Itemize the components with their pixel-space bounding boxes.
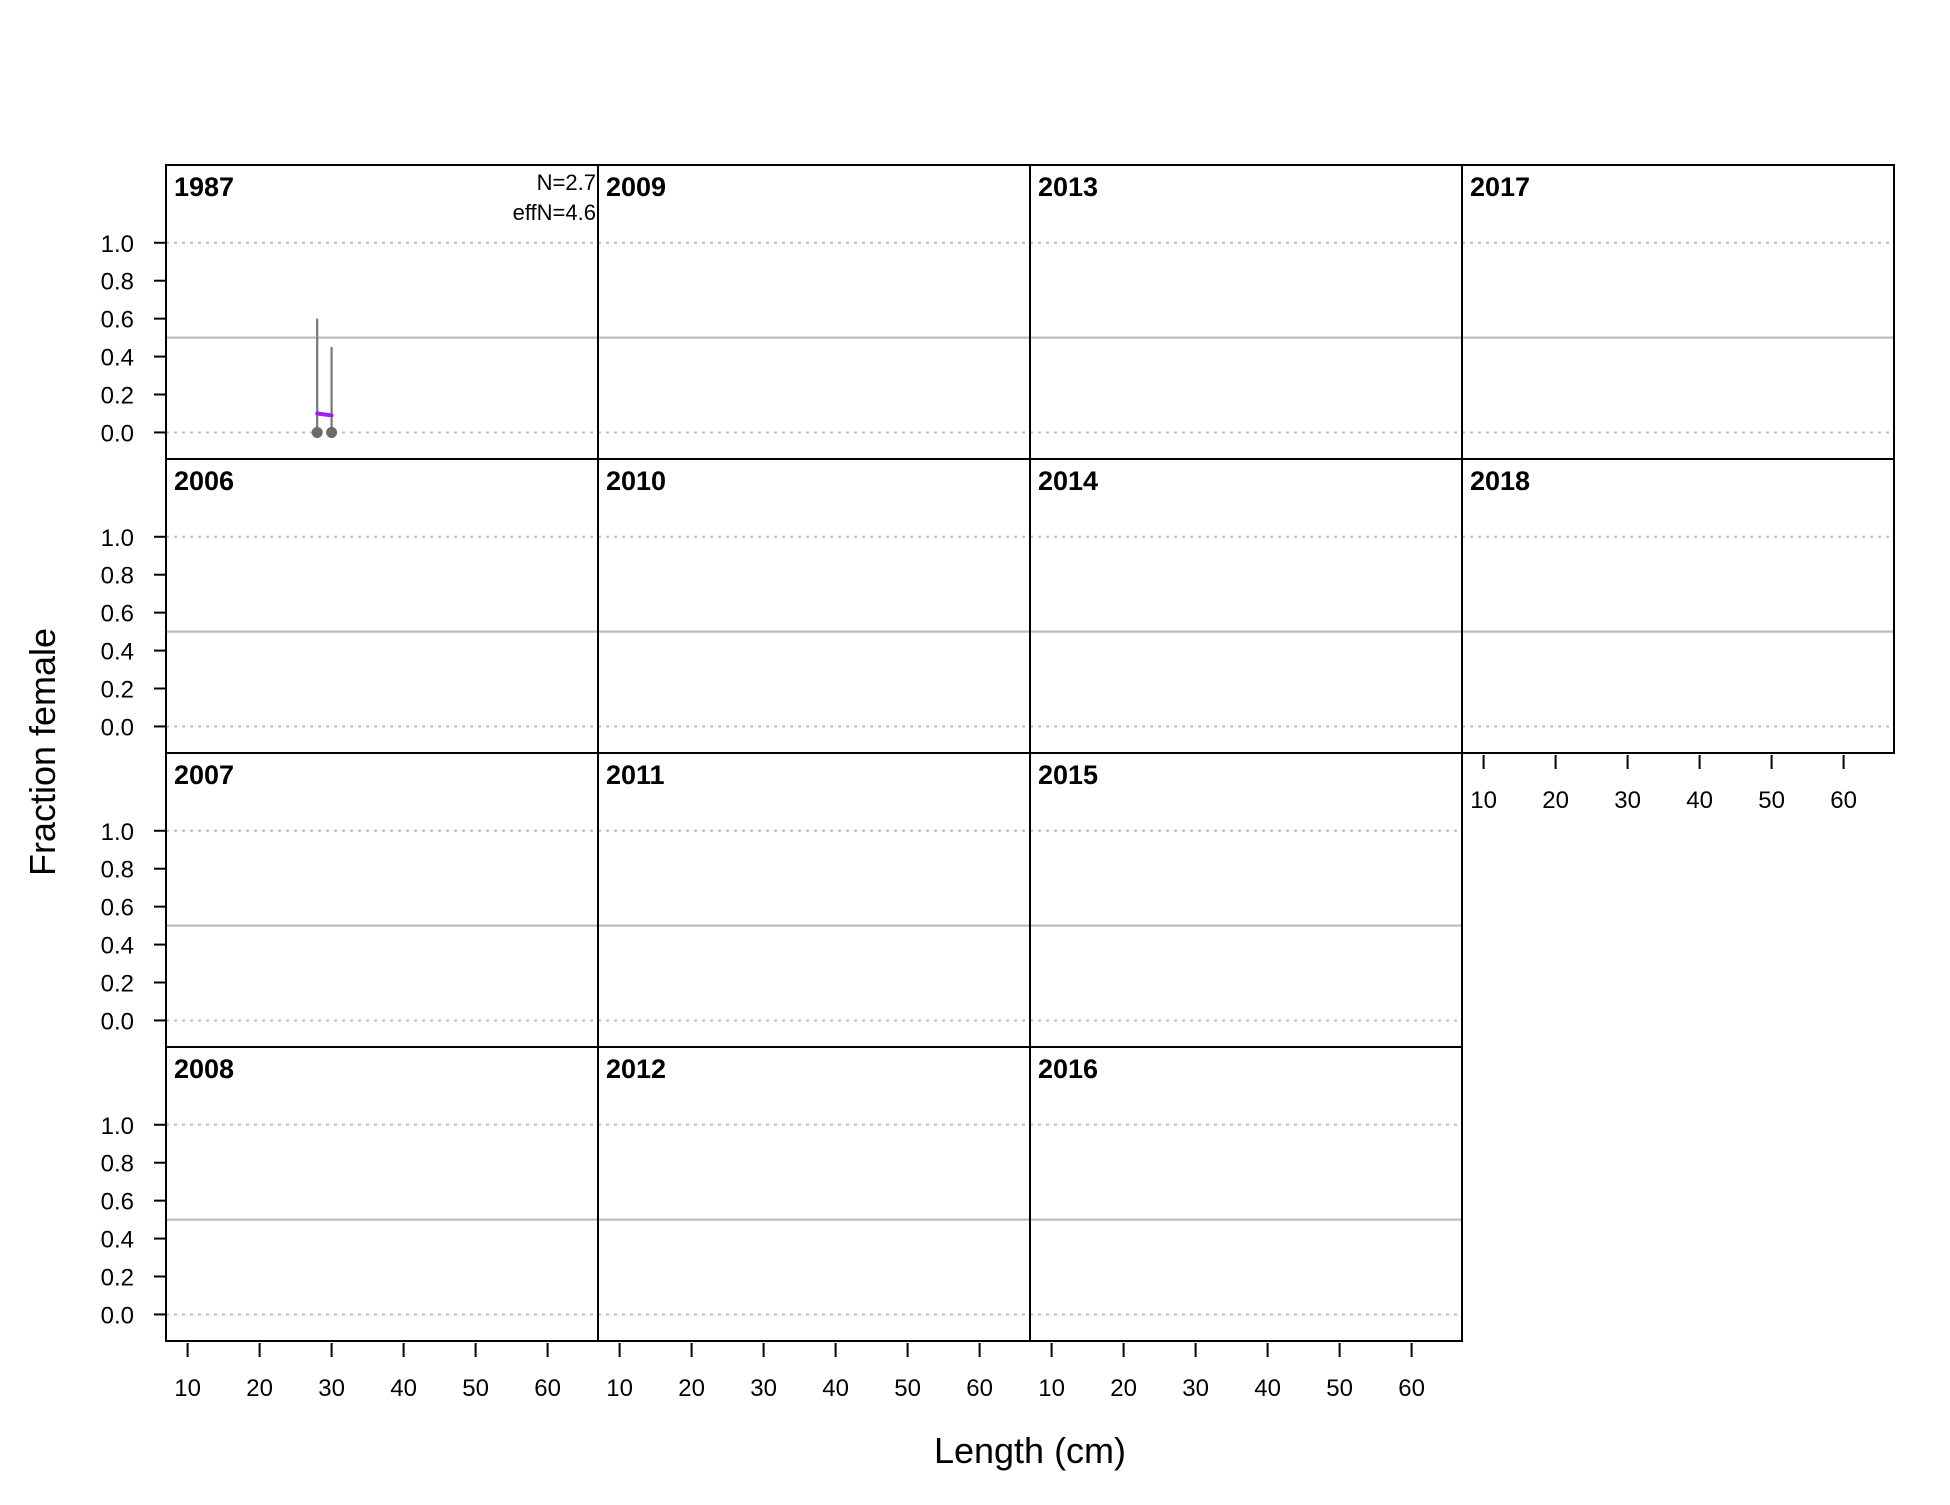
panel-frame [165, 458, 599, 754]
panel-frame [1029, 164, 1463, 460]
y-tick-label: 0.8 [101, 563, 134, 590]
observed-point [311, 426, 323, 438]
panel-2017: 2017 [1461, 164, 1895, 460]
y-tick-label: 0.8 [101, 1151, 134, 1178]
panel-frame [1461, 164, 1895, 460]
panel-2009: 2009 [597, 164, 1031, 460]
y-tick-label: 0.4 [101, 345, 134, 372]
y-tick-label: 0.8 [101, 857, 134, 884]
x-tick-label: 20 [678, 1375, 705, 1402]
x-tick-label: 40 [1686, 787, 1713, 814]
panel-year-label: 2018 [1470, 466, 1530, 496]
panel-year-label: 2010 [606, 466, 666, 496]
y-tick-label: 0.2 [101, 383, 134, 410]
panel-2010: 2010 [597, 458, 1031, 754]
x-tick-label: 60 [1830, 787, 1857, 814]
panel-frame [1029, 458, 1463, 754]
panel-2011: 2011 [597, 752, 1031, 1048]
panel-1987: 1987 N=2.7 effN=4.6 0.0 0.2 0.4 0.6 0.8 1.0 [101, 164, 599, 460]
x-tick-label: 20 [1110, 1375, 1137, 1402]
panel-year-label: 2007 [174, 760, 234, 790]
panel-2014: 2014 [1029, 458, 1463, 754]
expected-line [315, 411, 334, 418]
panel-year-label: 2013 [1038, 172, 1098, 202]
x-tick-label: 40 [390, 1375, 417, 1402]
panel-year-label: 2009 [606, 172, 666, 202]
panel-frame [597, 164, 1031, 460]
x-tick-label: 10 [1470, 787, 1497, 814]
y-tick-label: 0.2 [101, 1265, 134, 1292]
panel-frame [1029, 1046, 1463, 1342]
panel-year-label: 2016 [1038, 1054, 1098, 1084]
x-tick-label: 10 [606, 1375, 633, 1402]
panel-frame [165, 752, 599, 1048]
panel-year-label: 1987 [174, 172, 234, 202]
y-tick-label: 0.6 [101, 895, 134, 922]
x-tick-label: 10 [174, 1375, 201, 1402]
x-tick-label: 50 [1326, 1375, 1353, 1402]
panel-year-label: 2014 [1038, 466, 1098, 496]
panel-year-label: 2012 [606, 1054, 666, 1084]
x-tick-label: 10 [1038, 1375, 1065, 1402]
y-tick-label: 0.6 [101, 601, 134, 628]
y-tick-label: 0.0 [101, 1008, 134, 1035]
x-tick-label: 50 [1758, 787, 1785, 814]
x-tick-label: 30 [1614, 787, 1641, 814]
y-axis-title: Fraction female [22, 628, 63, 876]
x-tick-label: 50 [894, 1375, 921, 1402]
x-tick-label: 40 [822, 1375, 849, 1402]
panel-2018: 2018 10 20 30 40 50 60 [1461, 458, 1895, 814]
panel-2006: 2006 0.0 0.2 0.4 0.6 0.8 1.0 [101, 458, 599, 754]
panel-2012: 2012 10 20 30 40 50 60 [597, 1046, 1031, 1402]
y-tick-label: 0.0 [101, 714, 134, 741]
x-tick-label: 30 [318, 1375, 345, 1402]
panel-2013: 2013 [1029, 164, 1463, 460]
panel-frame [165, 1046, 599, 1342]
y-tick-label: 0.4 [101, 639, 134, 666]
y-tick-label: 0.0 [101, 420, 134, 447]
y-tick-label: 1.0 [101, 525, 134, 552]
effn-label: effN=4.6 [513, 200, 596, 225]
y-tick-label: 0.8 [101, 269, 134, 296]
x-tick-label: 50 [462, 1375, 489, 1402]
x-tick-label: 40 [1254, 1375, 1281, 1402]
panel-year-label: 2017 [1470, 172, 1530, 202]
panel-2015: 2015 [1029, 752, 1463, 1048]
panel-frame [597, 1046, 1031, 1342]
panel-year-label: 2006 [174, 466, 234, 496]
panel-frame [597, 752, 1031, 1048]
y-tick-label: 1.0 [101, 819, 134, 846]
n-label: N=2.7 [537, 170, 596, 195]
observed-point [326, 426, 338, 438]
y-tick-label: 0.0 [101, 1302, 134, 1329]
x-tick-label: 60 [966, 1375, 993, 1402]
panel-2007: 2007 0.0 0.2 0.4 0.6 0.8 1.0 [101, 752, 599, 1048]
panel-2016: 2016 10 20 30 40 50 60 [1029, 1046, 1463, 1402]
x-tick-label: 30 [1182, 1375, 1209, 1402]
y-tick-label: 0.2 [101, 971, 134, 998]
x-tick-label: 30 [750, 1375, 777, 1402]
panel-frame [597, 458, 1031, 754]
panel-frame [1461, 458, 1895, 754]
y-tick-label: 0.6 [101, 1189, 134, 1216]
y-tick-label: 0.2 [101, 677, 134, 704]
y-tick-label: 1.0 [101, 231, 134, 258]
y-tick-label: 0.4 [101, 933, 134, 960]
panel-year-label: 2008 [174, 1054, 234, 1084]
panel-2008: 2008 0.0 0.2 0.4 0.6 0.8 1.0 10 20 30 40 50 60 [101, 1046, 599, 1402]
panel-frame [1029, 752, 1463, 1048]
panel-year-label: 2011 [606, 760, 665, 790]
x-tick-label: 20 [1542, 787, 1569, 814]
x-axis-title: Length (cm) [934, 1430, 1126, 1471]
panel-grid: 1987 N=2.7 effN=4.6 0.0 0.2 0.4 0.6 0.8 1.0 2006 0… [101, 164, 1895, 1402]
panel-year-label: 2015 [1038, 760, 1098, 790]
x-tick-label: 20 [246, 1375, 273, 1402]
y-tick-label: 1.0 [101, 1113, 134, 1140]
x-tick-label: 60 [1398, 1375, 1425, 1402]
y-tick-label: 0.6 [101, 307, 134, 334]
y-tick-label: 0.4 [101, 1227, 134, 1254]
x-tick-label: 60 [534, 1375, 561, 1402]
